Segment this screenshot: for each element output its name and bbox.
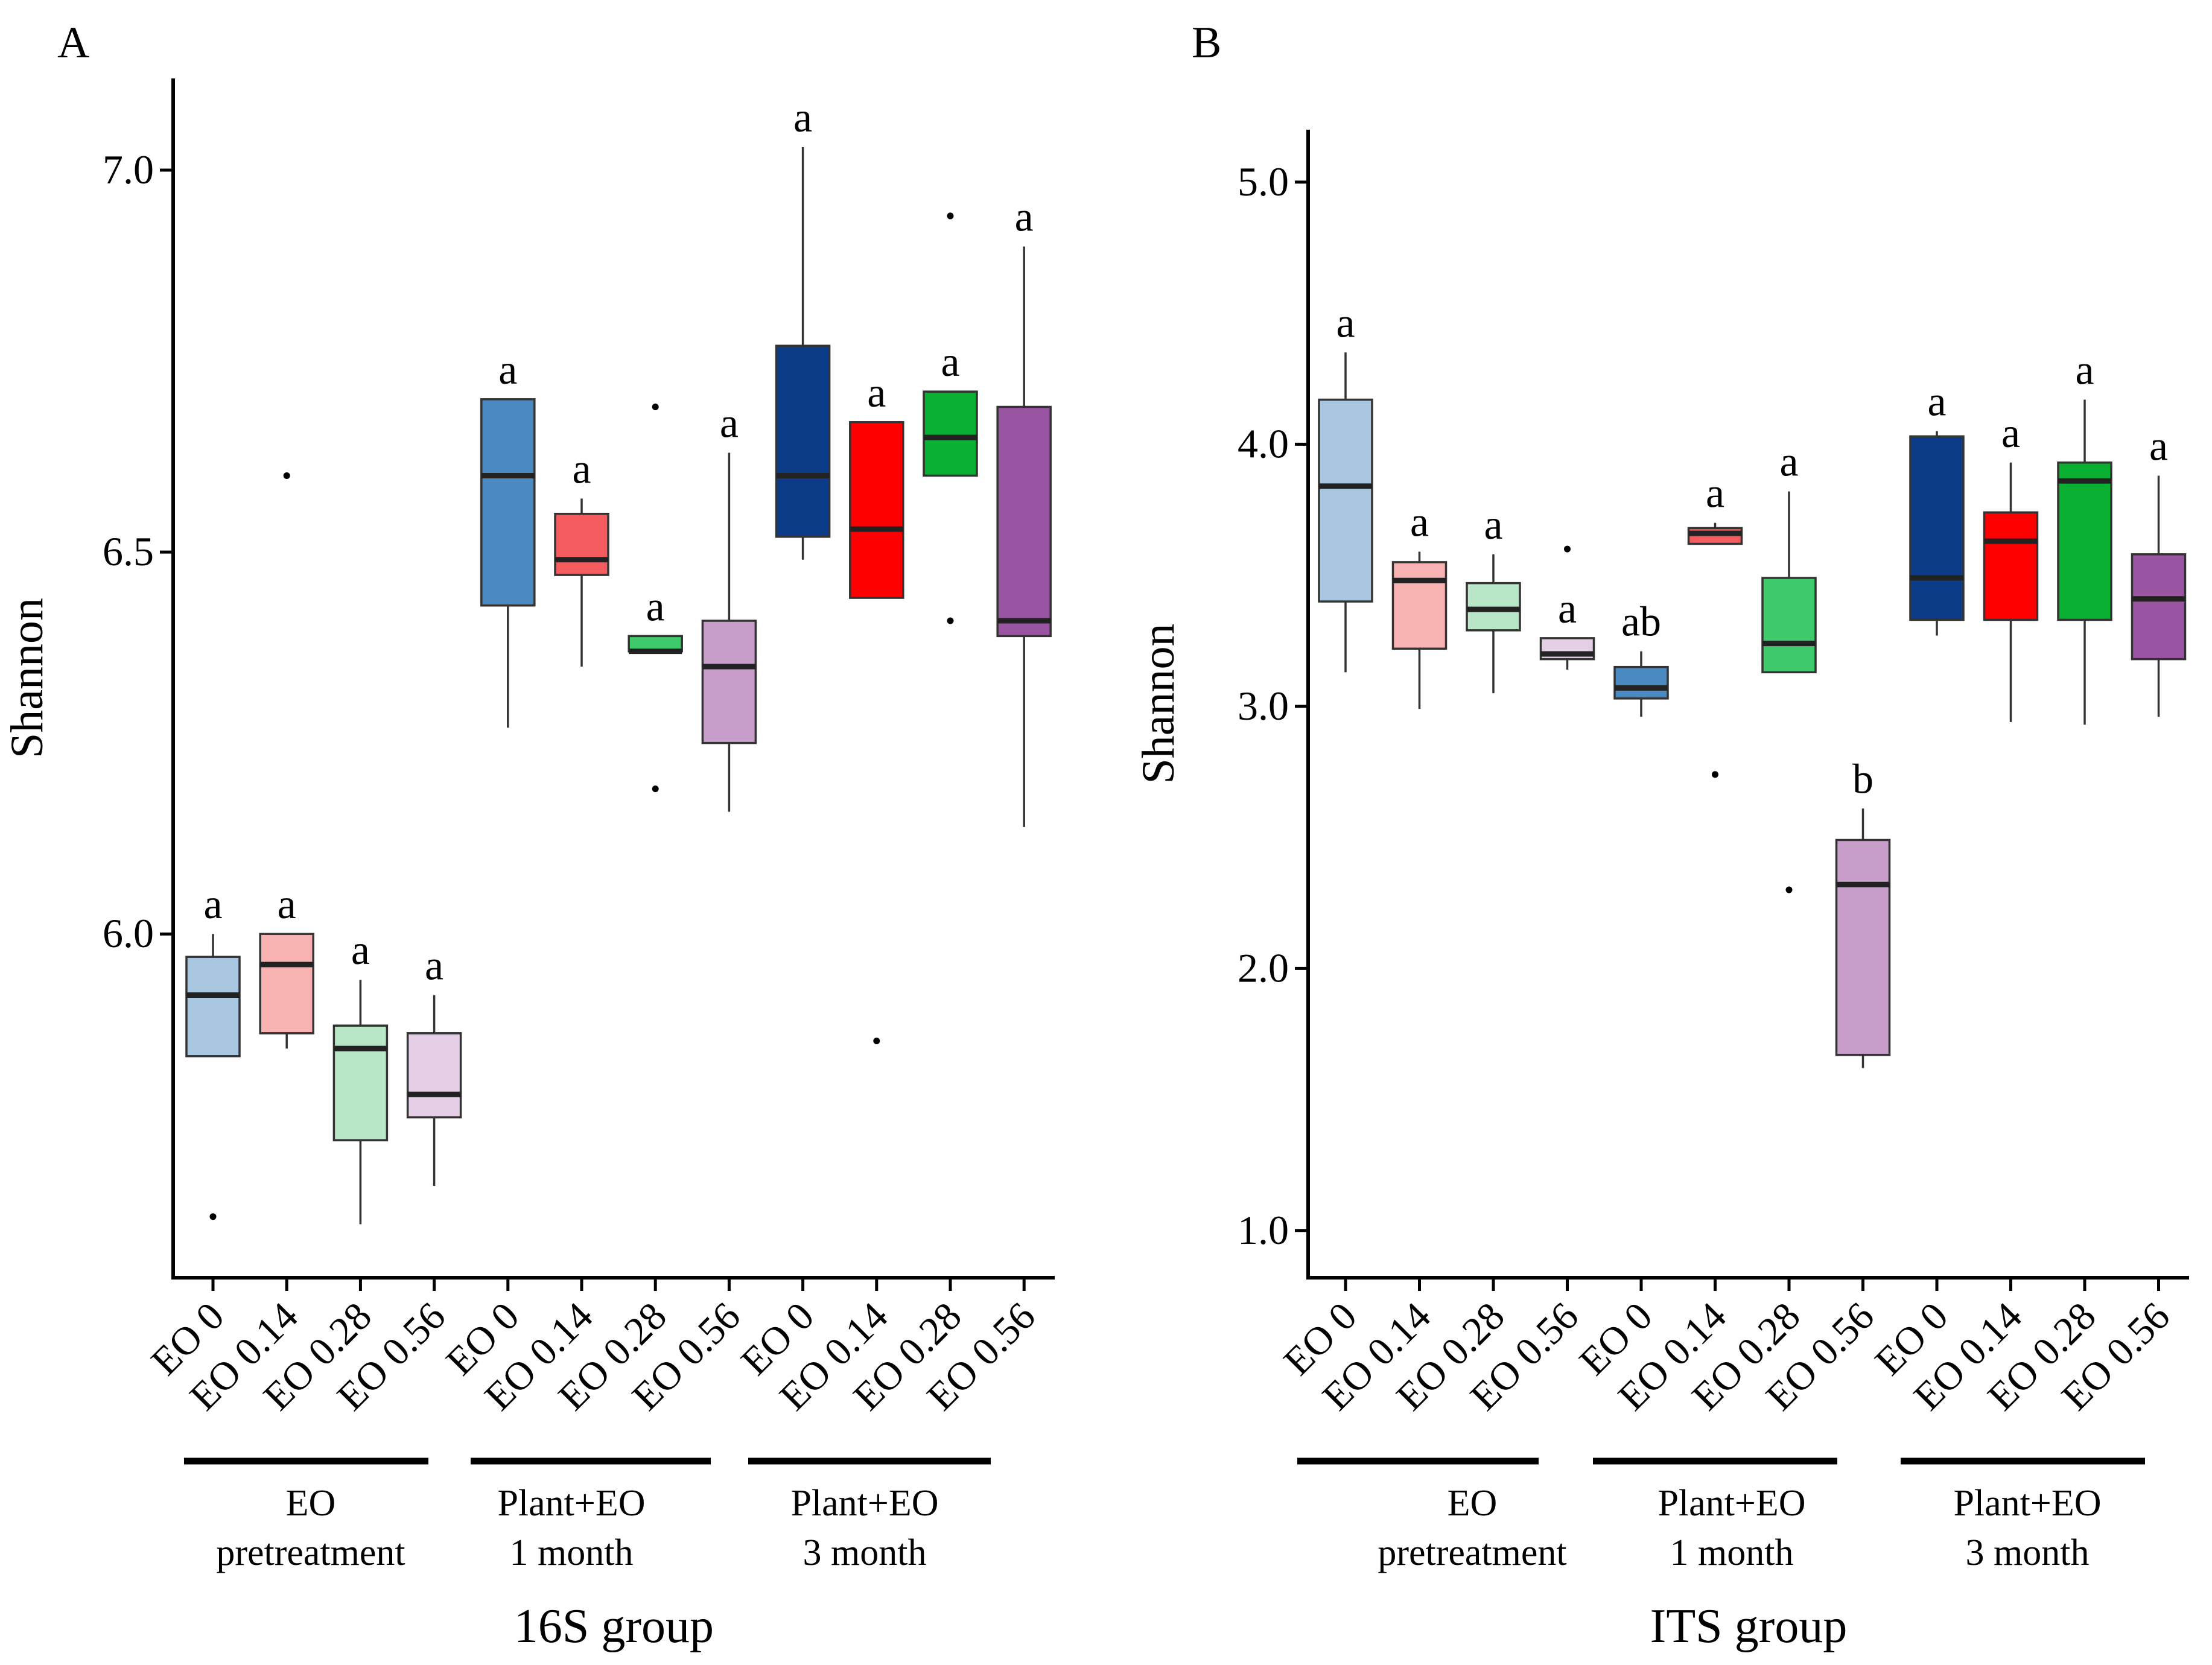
box-6 [1761, 577, 1817, 674]
group-label: EO [286, 1483, 336, 1524]
outlier-point [947, 212, 954, 220]
box-10 [2057, 461, 2112, 621]
group-label: EO [1448, 1483, 1498, 1524]
significance-letter: a [203, 881, 222, 928]
panel-label: B [1192, 18, 1221, 68]
outlier-point [1785, 886, 1793, 893]
significance-letter: a [1015, 194, 1034, 241]
significance-letter: a [2001, 410, 2020, 457]
significance-letter: a [572, 446, 591, 492]
y-tick-label: 4.0 [1238, 420, 1289, 466]
y-tick-label: 5.0 [1238, 159, 1289, 205]
significance-letter: a [793, 95, 812, 141]
box-5 [554, 513, 609, 576]
significance-letter: a [867, 370, 886, 416]
significance-letter: a [1779, 439, 1798, 486]
outlier-point [652, 785, 659, 793]
outlier-point [652, 403, 659, 410]
outlier-point [283, 472, 290, 479]
box-7 [1835, 839, 1891, 1056]
significance-letter: a [941, 339, 959, 385]
outlier-point [209, 1213, 217, 1220]
box-8 [1909, 435, 1965, 621]
box-11 [996, 405, 1052, 638]
y-tick-label: 6.0 [103, 910, 154, 956]
group-label: 1 month [510, 1532, 634, 1573]
box-2 [332, 1024, 389, 1141]
box-0 [1318, 398, 1373, 603]
significance-letter: a [1706, 471, 1724, 517]
panel-label: A [57, 18, 89, 68]
box-7 [701, 620, 757, 744]
significance-letter: b [1852, 756, 1874, 802]
box-10 [923, 390, 978, 477]
box-0 [185, 956, 241, 1058]
y-tick-label: 3.0 [1238, 683, 1289, 729]
significance-letter: a [720, 400, 739, 446]
significance-letter: a [646, 583, 665, 630]
group-label: 1 month [1670, 1532, 1794, 1573]
group-label: pretreatment [216, 1532, 405, 1573]
significance-letter: a [425, 942, 443, 989]
group-label: pretreatment [1378, 1532, 1566, 1573]
box-11 [2131, 553, 2187, 661]
y-tick-label: 6.5 [103, 528, 154, 574]
significance-letter: a [2075, 347, 2094, 394]
significance-letter: a [1336, 300, 1355, 346]
y-tick-label: 1.0 [1238, 1207, 1289, 1253]
box-9 [1983, 511, 2039, 621]
significance-letter: ab [1621, 599, 1661, 645]
group-label: 3 month [1966, 1532, 2090, 1573]
box-1 [259, 933, 314, 1035]
outlier-point [873, 1037, 880, 1044]
group-label: 3 month [803, 1532, 927, 1573]
box-4 [1613, 665, 1669, 700]
significance-letter: a [1927, 379, 1946, 425]
box-8 [775, 344, 831, 538]
significance-letter: a [351, 927, 370, 974]
y-axis-title: Shannon [1133, 624, 1184, 784]
outlier-point [1564, 545, 1571, 553]
box-3 [406, 1032, 462, 1118]
outlier-point [1712, 771, 1718, 778]
box-4 [480, 398, 536, 607]
group-label: Plant+EO [497, 1483, 645, 1524]
significance-letter: a [1484, 502, 1502, 548]
significance-letter: a [1410, 500, 1429, 546]
group-label: Plant+EO [790, 1483, 938, 1524]
x-axis-title: 16S group [514, 1600, 714, 1653]
group-label: Plant+EO [1953, 1483, 2101, 1524]
x-axis-title: ITS group [1650, 1600, 1848, 1653]
y-tick-label: 2.0 [1238, 945, 1289, 991]
box-9 [849, 421, 904, 599]
significance-letter: a [498, 347, 517, 393]
outlier-point [947, 617, 954, 624]
significance-letter: a [1558, 586, 1577, 632]
significance-letter: a [278, 881, 296, 928]
group-label: Plant+EO [1657, 1483, 1805, 1524]
y-tick-label: 7.0 [103, 147, 154, 192]
box-1 [1391, 561, 1448, 650]
y-axis-title: Shannon [2, 598, 52, 758]
significance-letter: a [2149, 423, 2168, 470]
